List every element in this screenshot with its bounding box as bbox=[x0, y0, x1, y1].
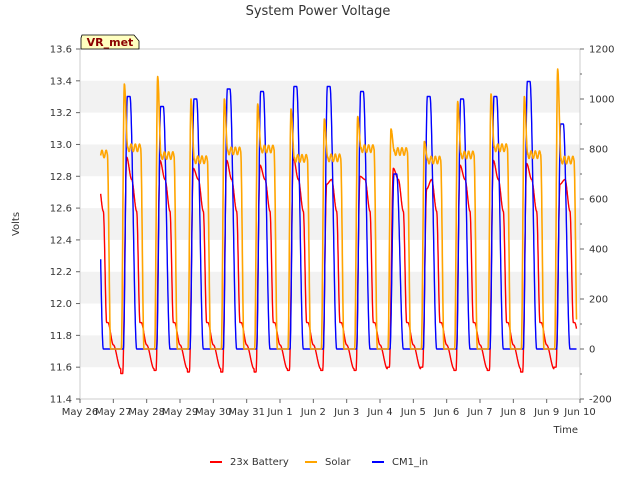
grid-band bbox=[80, 335, 580, 368]
x-tick-label: Jun 6 bbox=[433, 407, 459, 418]
grid-band bbox=[80, 80, 580, 113]
y-left-tick-label: 12.8 bbox=[50, 172, 72, 183]
y-left-tick-label: 13.2 bbox=[50, 108, 72, 119]
y-left-tick-label: 13.4 bbox=[50, 76, 72, 87]
x-tick-label: May 27 bbox=[95, 407, 132, 418]
grid-band bbox=[80, 271, 580, 304]
x-tick-label: May 26 bbox=[62, 407, 99, 418]
grid-band bbox=[80, 208, 580, 240]
y-right-tick-label: 1000 bbox=[589, 95, 614, 106]
chart-title: System Power Voltage bbox=[246, 4, 391, 19]
y-axis-left: 11.4 11.6 11.8 12.0 12.2 12.4 12.6 12.8 13.0 13.2… bbox=[50, 45, 80, 406]
x-tick-label: May 30 bbox=[195, 407, 232, 418]
legend-label: Solar bbox=[325, 457, 351, 468]
y-left-tick-label: 12.4 bbox=[50, 235, 72, 246]
y-right-tick-label: 1200 bbox=[589, 45, 614, 56]
x-tick-label: Jun 2 bbox=[300, 407, 326, 418]
series-layer bbox=[99, 68, 578, 375]
x-tick-label: Jun 4 bbox=[366, 407, 392, 418]
annotation-shape bbox=[80, 34, 140, 50]
annotation-label: VR_met bbox=[87, 36, 134, 49]
y-right-tick-label: 800 bbox=[589, 145, 608, 156]
y-left-tick-label: 13.6 bbox=[50, 45, 72, 56]
annotation-box: VR_met bbox=[80, 34, 140, 50]
x-tick-label: Jun 10 bbox=[563, 407, 596, 418]
y-left-tick-label: 11.8 bbox=[50, 331, 72, 342]
y-left-tick-label: 12.0 bbox=[50, 299, 72, 310]
y-right-tick-label: 0 bbox=[589, 345, 595, 356]
x-axis-title: Time bbox=[553, 425, 578, 436]
y-left-tick-label: 11.6 bbox=[50, 363, 72, 374]
x-tick-label: May 29 bbox=[162, 407, 199, 418]
y-left-tick-label: 12.2 bbox=[50, 267, 72, 278]
series-line-solar bbox=[99, 68, 578, 350]
y-axis-title: Volts bbox=[11, 212, 22, 236]
x-tick-label: Jun 9 bbox=[533, 407, 559, 418]
y-right-tick-label: 200 bbox=[589, 295, 608, 306]
x-tick-label: Jun 3 bbox=[333, 407, 359, 418]
legend-label: CM1_in bbox=[392, 457, 428, 468]
x-tick-label: Jun 5 bbox=[400, 407, 426, 418]
x-tick-label: Jun 7 bbox=[466, 407, 492, 418]
y-left-tick-label: 13.0 bbox=[50, 140, 72, 151]
series-line-battery bbox=[100, 156, 578, 375]
x-tick-label: May 28 bbox=[128, 407, 165, 418]
y-left-tick-label: 11.4 bbox=[50, 395, 72, 406]
y-right-tick-label: 400 bbox=[589, 245, 608, 256]
x-tick-label: May 31 bbox=[228, 407, 265, 418]
x-tick-label: Jun 1 bbox=[266, 407, 292, 418]
y-right-tick-label: 600 bbox=[589, 195, 608, 206]
y-right-tick-label: -200 bbox=[589, 395, 612, 406]
y-left-tick-label: 12.6 bbox=[50, 204, 72, 215]
y-axis-right: -200 0 200 400 600 800 1000 1200 bbox=[580, 45, 614, 406]
legend: 23x Battery Solar CM1_in bbox=[210, 457, 428, 468]
legend-label: 23x Battery bbox=[230, 457, 289, 468]
x-tick-label: Jun 8 bbox=[500, 407, 526, 418]
